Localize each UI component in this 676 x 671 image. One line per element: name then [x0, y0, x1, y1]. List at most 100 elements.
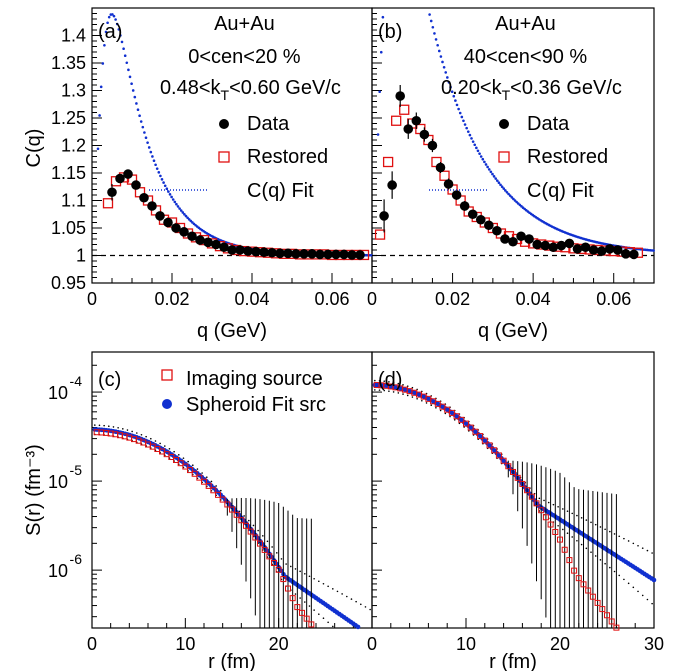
fit-point	[462, 119, 465, 123]
fit-band-point	[430, 404, 433, 407]
fit-band-point	[632, 542, 635, 545]
imaging-source-point	[182, 463, 189, 470]
x-axis-label: r (fm)	[208, 651, 256, 671]
imaging-source-point	[247, 528, 254, 535]
fit-band-point	[243, 515, 245, 517]
imaging-source-point	[257, 540, 263, 547]
data-point	[443, 179, 454, 189]
imaging-source-point	[308, 621, 315, 628]
fit-point	[483, 160, 486, 164]
fit-band-point	[566, 532, 569, 535]
fit-point	[499, 183, 502, 187]
fit-point	[507, 192, 510, 196]
y-tick-label: 0.95	[51, 273, 86, 293]
fit-band-point	[131, 430, 133, 433]
legend-marker-data	[219, 119, 229, 129]
fit-point	[154, 163, 157, 167]
fit-band-point	[178, 454, 180, 456]
y-axis-label-bottom: S(r) (fm⁻³)	[23, 444, 45, 536]
fit-point	[144, 136, 148, 139]
imaging-source-point	[285, 585, 291, 592]
fit-point	[508, 194, 512, 197]
fit-band-point	[332, 625, 334, 628]
fit-point	[138, 114, 141, 118]
imaging-source-point	[201, 478, 207, 485]
data-point	[604, 244, 615, 254]
fit-band-point	[571, 512, 574, 515]
fit-point	[131, 89, 135, 92]
data-point	[195, 235, 205, 245]
fit-point	[163, 184, 167, 188]
fit-point	[167, 190, 170, 193]
fit-point	[505, 190, 509, 194]
fit-band-point	[299, 570, 301, 573]
fit-point	[470, 137, 473, 140]
data-point	[596, 246, 607, 256]
fit-band-point	[646, 598, 649, 601]
fit-point	[133, 95, 137, 99]
fit-band-point	[397, 392, 400, 394]
fit-band-point	[369, 608, 371, 611]
fit-point	[460, 115, 464, 119]
fit-band-point	[318, 613, 320, 615]
fit-point	[463, 123, 467, 126]
imaging-source-point	[173, 457, 179, 464]
data-point	[147, 201, 157, 211]
fit-band-point	[599, 526, 602, 528]
fit-point	[455, 103, 459, 107]
fit-band-point	[458, 422, 461, 425]
imaging-source-point	[594, 599, 601, 606]
data-point	[123, 169, 133, 179]
fit-point	[168, 193, 172, 196]
data-point	[339, 249, 349, 260]
fit-band-point	[304, 601, 306, 603]
fit-point	[107, 15, 111, 19]
imaging-source-point	[294, 604, 301, 611]
fit-band-point	[562, 528, 564, 531]
data-point	[427, 140, 438, 151]
fit-band-point	[623, 578, 625, 581]
fit-point	[429, 19, 433, 23]
annotation-kt: 0.48<kT<0.60 GeV/c	[160, 77, 341, 103]
fit-band-point	[182, 457, 185, 459]
data-point	[524, 234, 534, 244]
fit-band-point	[651, 602, 653, 605]
fit-point	[428, 13, 431, 16]
fit-band-point	[280, 558, 283, 560]
fit-point	[479, 155, 483, 158]
fit-band-point	[416, 397, 418, 400]
fit-point	[141, 125, 145, 129]
fit-band-point	[201, 472, 203, 474]
data-point	[267, 247, 277, 258]
imaging-source-point	[280, 576, 287, 583]
imaging-source-point	[599, 606, 606, 613]
imaging-source-point	[266, 553, 273, 560]
imaging-source-point	[224, 501, 231, 508]
restored-point	[399, 104, 410, 115]
fit-band-point	[618, 535, 621, 538]
imaging-source-point	[472, 428, 479, 435]
restored-point	[374, 229, 386, 240]
fit-band-point	[425, 402, 428, 404]
fit-band-point	[613, 570, 616, 573]
fit-band-point	[262, 535, 264, 537]
fit-point	[96, 147, 100, 151]
x-tick-label: 10	[175, 634, 195, 654]
fit-band-point	[444, 412, 447, 415]
fit-band-point	[594, 523, 597, 526]
fit-band-point	[627, 540, 630, 542]
imaging-source-point	[261, 546, 268, 553]
data-point	[475, 214, 486, 225]
fit-band-point	[378, 389, 381, 391]
fit-point	[454, 99, 457, 102]
fit-point	[497, 181, 501, 185]
data-point	[235, 245, 245, 255]
imaging-source-point	[585, 587, 592, 594]
fit-point	[471, 140, 475, 143]
fit-band-point	[206, 476, 208, 478]
data-point	[484, 220, 494, 231]
x-axis-label: q (GeV)	[478, 320, 548, 342]
fit-point	[128, 75, 132, 79]
fit-band-point	[164, 445, 166, 447]
